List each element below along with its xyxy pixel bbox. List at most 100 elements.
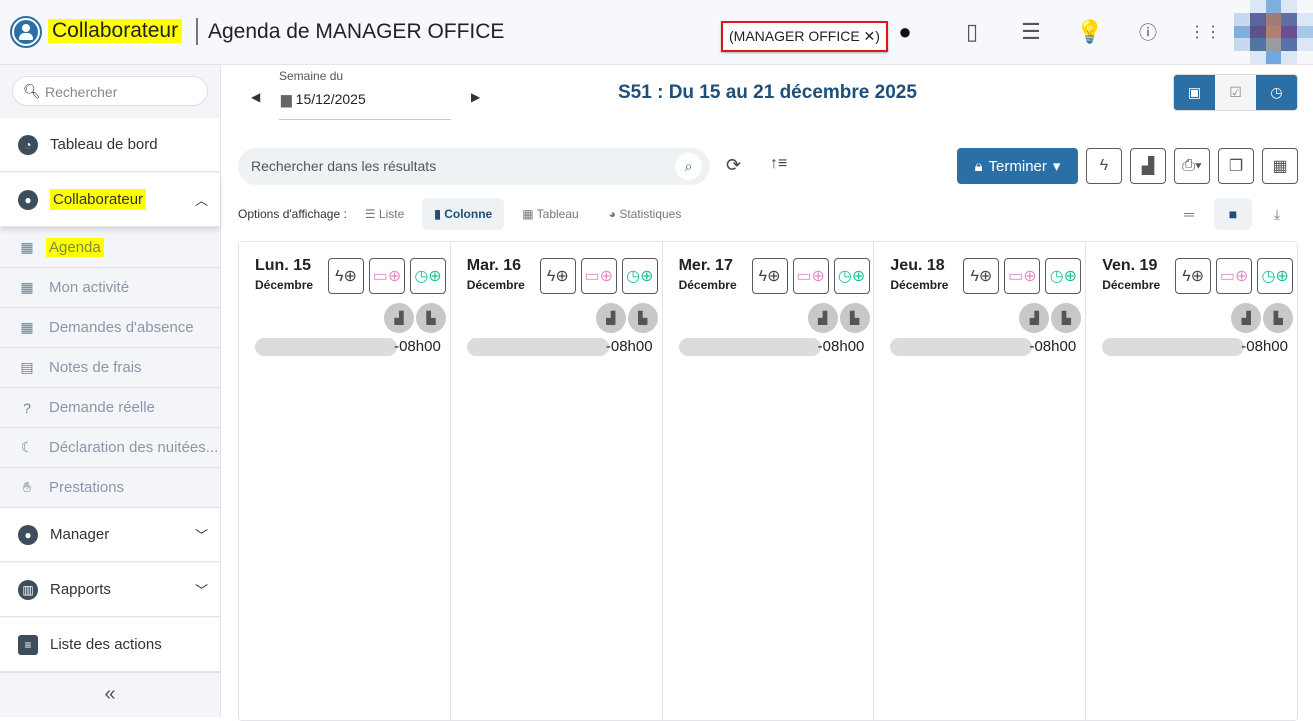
add-absence-button[interactable]: ▭⊕ xyxy=(1216,258,1253,294)
add-absence-button[interactable]: ▭⊕ xyxy=(580,258,617,294)
calendar-button[interactable]: ▦ xyxy=(1262,148,1298,184)
phone-icon[interactable]: ▯ xyxy=(965,19,979,44)
add-time-button[interactable]: ◷⊕ xyxy=(621,258,658,294)
prev-week-button[interactable]: ◀ xyxy=(251,90,261,104)
apps-grid-icon[interactable]: ⋮⋮ xyxy=(1189,24,1221,41)
day-duration: -08h00 xyxy=(817,338,865,355)
day-month: Décembre xyxy=(678,278,737,292)
office-icon[interactable]: ▟ xyxy=(1231,303,1262,333)
view-liste-tab[interactable]: ☰ Liste xyxy=(364,207,405,221)
day-month: Décembre xyxy=(1102,278,1161,292)
user-icon[interactable]: ● xyxy=(898,19,912,44)
chat-question-icon: ? xyxy=(23,399,31,416)
compact-density-button[interactable]: ═ xyxy=(1184,206,1194,222)
lightbulb-icon[interactable]: 💡 xyxy=(1076,19,1104,44)
remote-icon[interactable]: ▙ xyxy=(416,303,446,333)
chart-icon: ▥ xyxy=(18,579,38,600)
add-event-button[interactable]: ϟ⊕ xyxy=(963,258,1000,294)
add-event-button[interactable]: ϟ⊕ xyxy=(328,258,364,294)
remote-icon[interactable]: ▙ xyxy=(839,303,870,333)
sidebar-item-nuitees[interactable]: ☾ Déclaration des nuitées... xyxy=(0,428,220,468)
avatar[interactable] xyxy=(1234,0,1313,64)
clock-view-button[interactable]: ◷ xyxy=(1256,75,1297,110)
sliders-icon[interactable]: ☰ xyxy=(1021,19,1041,44)
add-absence-button[interactable]: ▭⊕ xyxy=(792,258,829,294)
day-column: Mar. 16 Décembre ϟ⊕ ▭⊕ ◷⊕ ▟ ▙ -08h00 xyxy=(451,242,663,720)
refresh-icon[interactable]: ⟳ xyxy=(726,155,742,175)
next-week-button[interactable]: ▶ xyxy=(471,90,481,104)
day-month: Décembre xyxy=(255,278,314,292)
caret-down-icon: ▾ xyxy=(1052,158,1061,175)
add-time-button[interactable]: ◷⊕ xyxy=(833,258,870,294)
remote-icon[interactable]: ▙ xyxy=(1051,303,1082,333)
office-icon[interactable]: ▟ xyxy=(807,303,838,333)
results-search-input[interactable]: Rechercher dans les résultats ⌕ xyxy=(238,148,710,185)
download-icon[interactable]: ⤓ xyxy=(1273,205,1281,222)
sidebar-item-prestations[interactable]: ✋︎ Prestations xyxy=(0,468,220,508)
terminer-button[interactable]: 🔒︎ Terminer ▾ xyxy=(957,148,1078,184)
view-statistiques-tab[interactable]: ◕ Statistiques xyxy=(608,207,682,221)
calendar-view-button[interactable]: ▣ xyxy=(1174,75,1215,110)
divider xyxy=(196,18,198,45)
add-absence-button[interactable]: ▭⊕ xyxy=(369,258,405,294)
calendar-check-view-button[interactable]: ☑ xyxy=(1215,75,1256,110)
add-time-button[interactable]: ◷⊕ xyxy=(1045,258,1082,294)
sidebar-item-notes-frais[interactable]: ▤ Notes de frais xyxy=(0,348,220,388)
options-label: Options d'affichage : xyxy=(238,207,347,221)
add-time-button[interactable]: ◷⊕ xyxy=(410,258,446,294)
buildings-button[interactable]: ▟ xyxy=(1130,148,1166,184)
impersonation-badge[interactable]: (MANAGER OFFICE ✕) xyxy=(721,21,888,52)
users-icon: ● xyxy=(18,524,38,545)
sidebar-item-manager[interactable]: ● Manager ﹀ xyxy=(0,508,220,562)
office-icon[interactable]: ▟ xyxy=(595,303,626,333)
add-event-button[interactable]: ϟ⊕ xyxy=(1175,258,1212,294)
calendar-icon: ▆ xyxy=(281,91,292,107)
sidebar-item-collaborateur[interactable]: ● Collaborateur ︿ xyxy=(0,173,220,227)
sidebar: 🔍︎ Rechercher ◔ Tableau de bord ● Collabora… xyxy=(0,65,221,717)
week-calendar: Lun. 15 Décembre ϟ⊕ ▭⊕ ◷⊕ ▟ ▙ -08h00 Mar.… xyxy=(238,241,1298,721)
copy-button[interactable]: ❐ xyxy=(1218,148,1254,184)
sidebar-item-rapports[interactable]: ▥ Rapports ﹀ xyxy=(0,563,220,617)
user-circle-icon: ● xyxy=(18,189,38,210)
add-event-button[interactable]: ϟ⊕ xyxy=(751,258,788,294)
office-icon[interactable]: ▟ xyxy=(1019,303,1050,333)
sidebar-item-label: Prestations xyxy=(49,479,125,496)
page-title: Agenda de MANAGER OFFICE xyxy=(208,20,505,43)
main-content: ◀ Semaine du ▆ 15/12/2025 ▶ S51 : Du 15 … xyxy=(221,65,1313,721)
help-icon[interactable]: ⓘ xyxy=(1139,23,1157,43)
collapse-sidebar-button[interactable]: « xyxy=(0,672,220,717)
add-absence-button[interactable]: ▭⊕ xyxy=(1004,258,1041,294)
top-header: Collaborateur Agenda de MANAGER OFFICE (… xyxy=(0,0,1313,65)
sidebar-item-label: Notes de frais xyxy=(49,359,142,376)
day-name: Mar. 16 xyxy=(466,257,522,274)
view-tableau-tab[interactable]: ▦ Tableau xyxy=(522,207,579,221)
view-colonne-tab[interactable]: ▮ Colonne xyxy=(422,198,505,230)
print-button[interactable]: ⎙▾ xyxy=(1174,148,1210,184)
receipt-icon: ▤ xyxy=(20,359,34,375)
sort-icon[interactable]: ↑≡ xyxy=(770,155,788,172)
calendar-clock-icon: ▦ xyxy=(20,239,34,255)
sidebar-item-label: Demande réelle xyxy=(49,399,155,416)
week-date-input[interactable]: ▆ 15/12/2025 xyxy=(279,85,451,120)
sidebar-item-actions[interactable]: ≡ Liste des actions xyxy=(0,618,220,672)
add-time-button[interactable]: ◷⊕ xyxy=(1257,258,1294,294)
sidebar-item-demandes-absence[interactable]: ▦ Demandes d'absence xyxy=(0,308,220,348)
lightning-button[interactable]: ϟ xyxy=(1086,148,1122,184)
list-icon: ≡ xyxy=(18,634,38,655)
office-icon[interactable]: ▟ xyxy=(384,303,414,333)
sidebar-search-input[interactable]: 🔍︎ Rechercher xyxy=(12,76,208,106)
sidebar-item-dashboard[interactable]: ◔ Tableau de bord xyxy=(0,118,220,172)
remote-icon[interactable]: ▙ xyxy=(627,303,658,333)
day-duration: -08h00 xyxy=(1241,338,1288,355)
terminer-label: Terminer xyxy=(988,157,1047,175)
normal-density-button[interactable]: ■ xyxy=(1214,198,1252,230)
sidebar-item-agenda[interactable]: ▦ Agenda xyxy=(0,228,220,268)
day-month: Décembre xyxy=(466,278,525,292)
search-icon[interactable]: ⌕ xyxy=(675,153,702,180)
remote-icon[interactable]: ▙ xyxy=(1263,303,1294,333)
add-event-button[interactable]: ϟ⊕ xyxy=(539,258,576,294)
sidebar-item-mon-activite[interactable]: ▦ Mon activité xyxy=(0,268,220,308)
chevron-down-icon: ﹀ xyxy=(194,583,208,598)
day-duration: -08h00 xyxy=(1029,338,1077,355)
sidebar-item-demande-reelle[interactable]: ? Demande réelle xyxy=(0,388,220,428)
